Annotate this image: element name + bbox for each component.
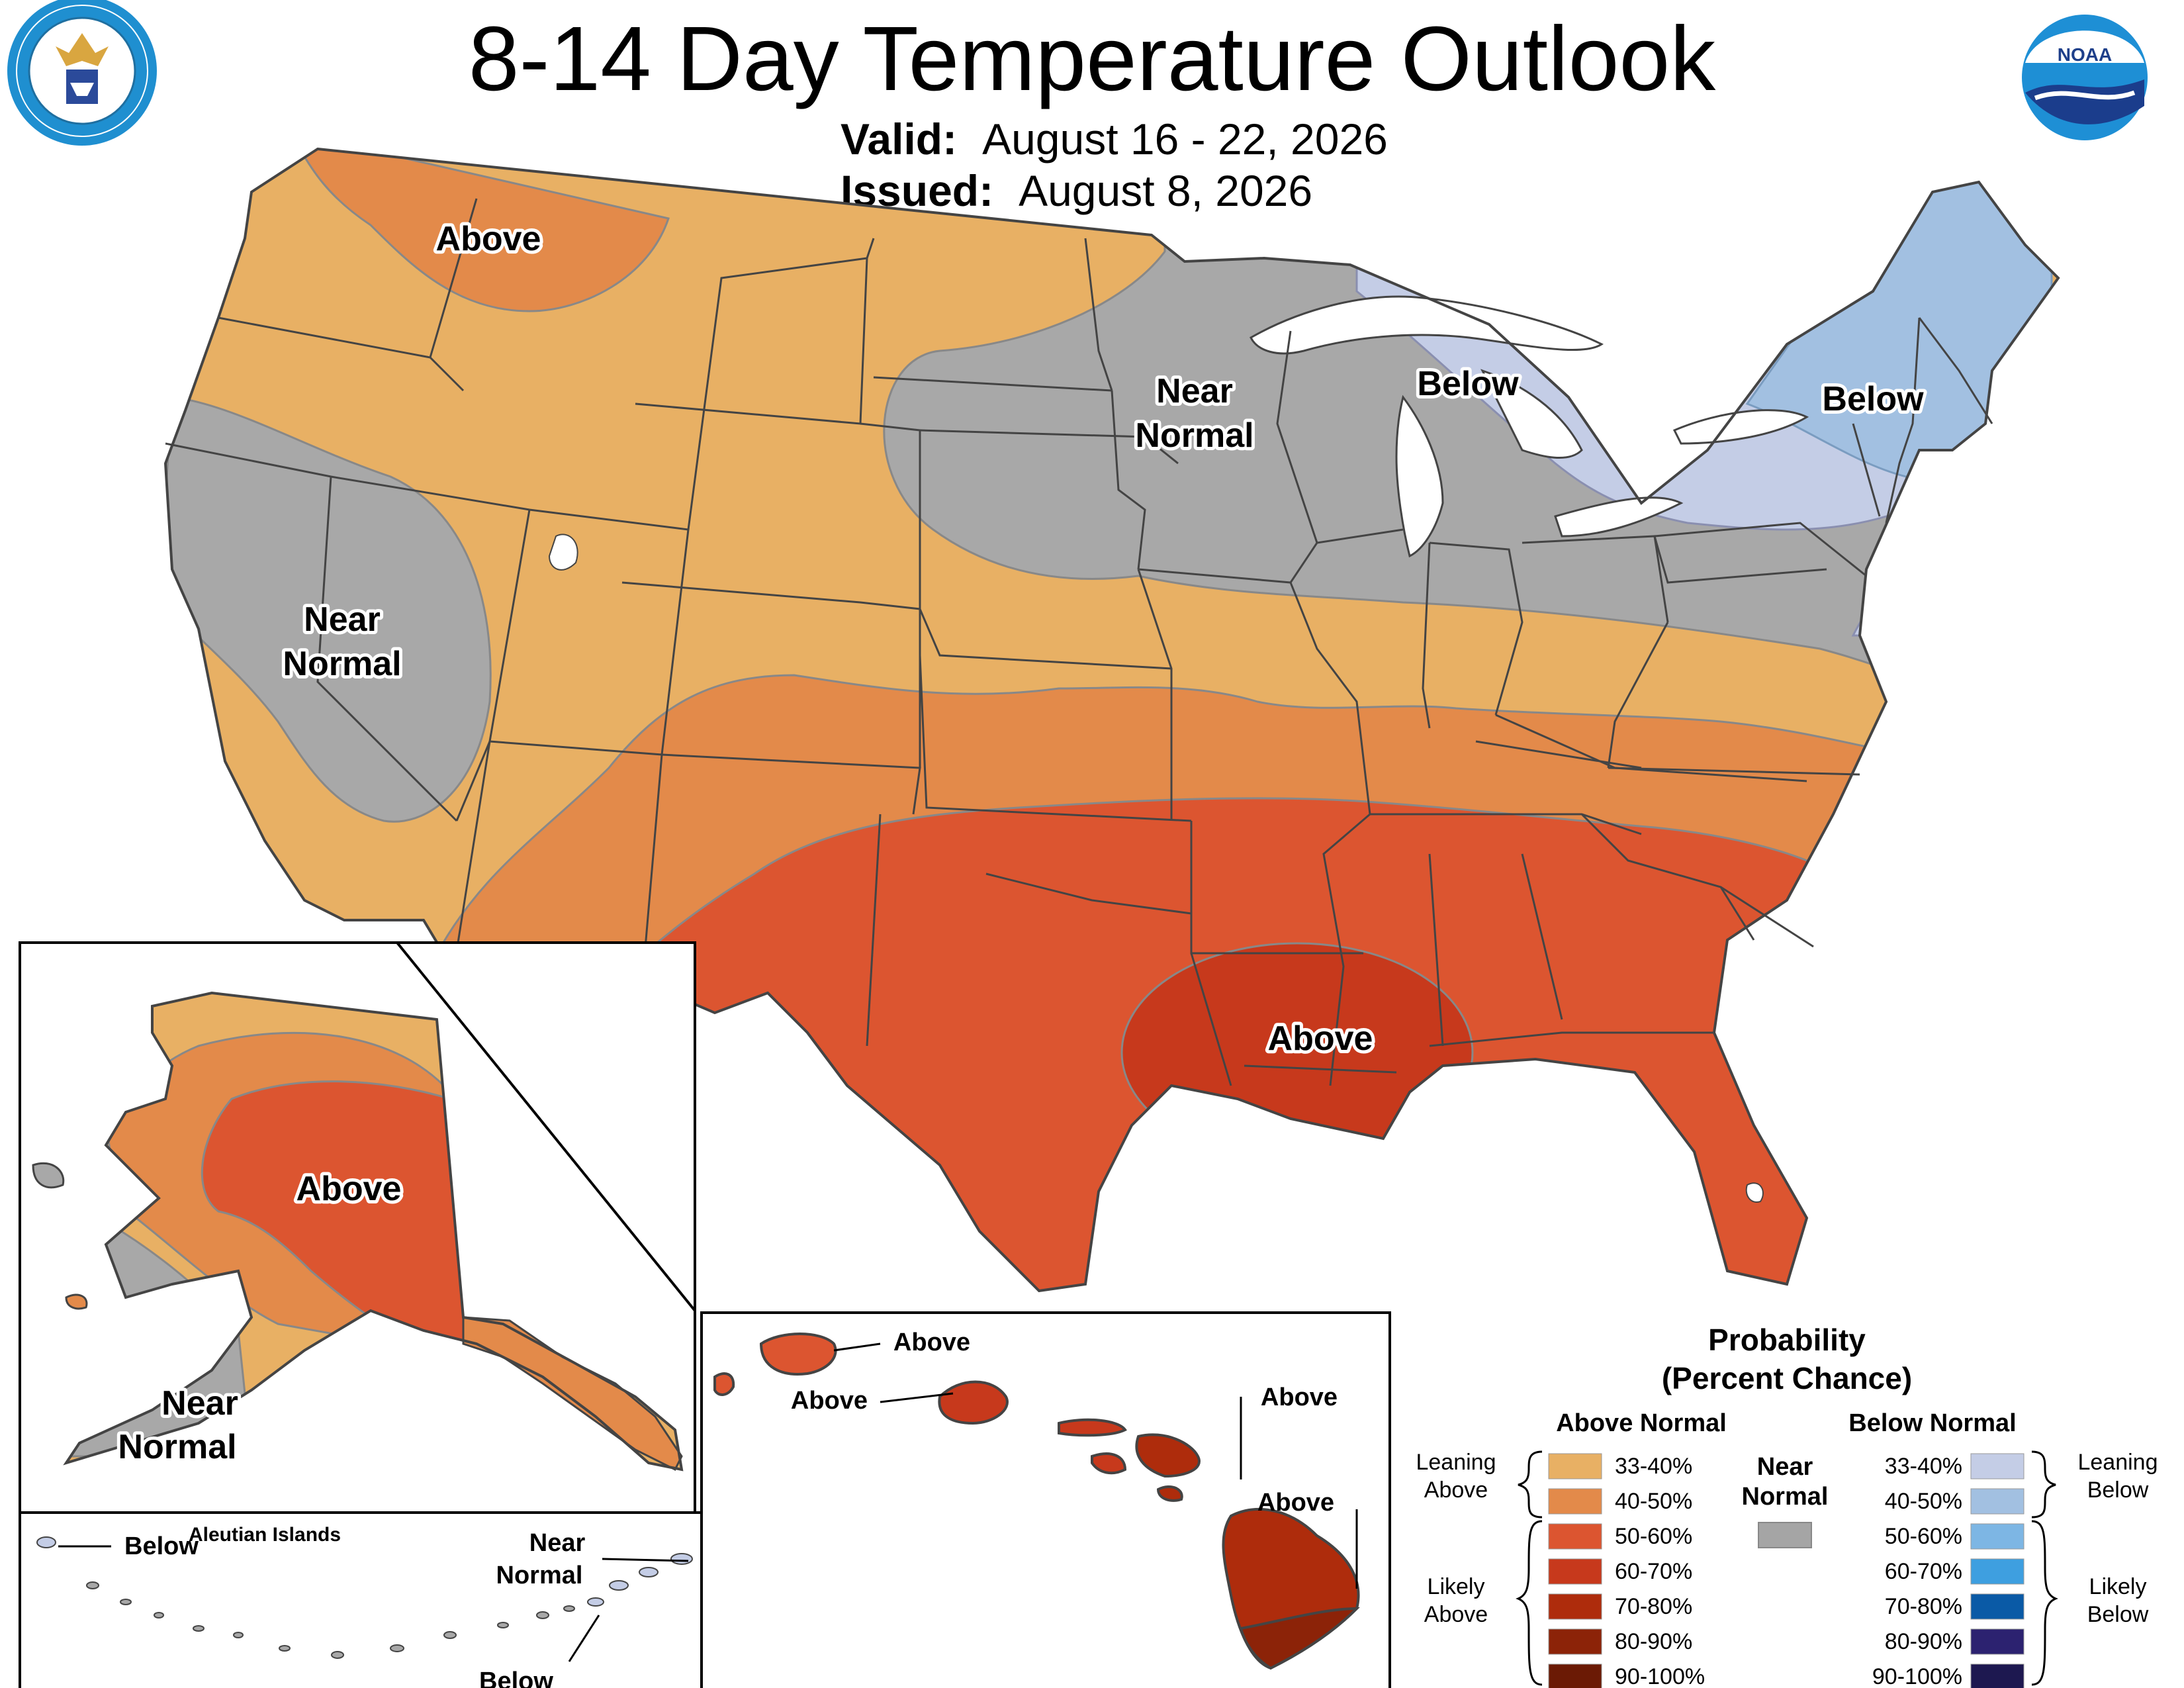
- label-northeast-below: Below: [1822, 380, 1924, 418]
- legend-likely-above-2: Above: [1424, 1602, 1488, 1627]
- legend-title-probability: Probability: [1708, 1323, 1866, 1357]
- legend-above-swatch-2: [1548, 1523, 1602, 1550]
- legend-likely-below-1: Likely: [2089, 1574, 2147, 1599]
- department-of-commerce-seal-icon: [7, 0, 157, 146]
- label-maui-above: Above: [1261, 1383, 1338, 1411]
- label-michigan-below: Below: [1417, 365, 1519, 403]
- label-alaska-near: Near: [161, 1384, 238, 1423]
- legend-below-swatch-2: [1970, 1523, 2025, 1550]
- noaa-logo-icon: NOAA: [2022, 15, 2148, 140]
- legend-above-swatch-0: [1548, 1453, 1602, 1479]
- legend-below-header: Below Normal: [1848, 1409, 2016, 1437]
- label-oahu-above: Above: [791, 1387, 868, 1415]
- label-california-near: Near: [304, 600, 381, 639]
- label-south-above: Above: [1268, 1019, 1373, 1058]
- legend-above-label-0: 33-40%: [1615, 1454, 1692, 1479]
- legend-above-label-5: 80-90%: [1615, 1629, 1692, 1654]
- legend-leaning-below-2: Below: [2087, 1477, 2149, 1503]
- legend-above-header: Above Normal: [1556, 1409, 1727, 1437]
- legend-likely-above-1: Likely: [1428, 1574, 1485, 1599]
- label-midwest-normal: Normal: [1135, 416, 1253, 455]
- legend-above-label-2: 50-60%: [1615, 1524, 1692, 1549]
- legend-above-swatch-4: [1548, 1593, 1602, 1620]
- legend-likely-below-2: Below: [2087, 1602, 2149, 1627]
- label-aleutian-below-west: Below: [124, 1532, 199, 1560]
- legend-normal-label: Normal: [1742, 1483, 1829, 1511]
- legend-near-normal-swatch: [1758, 1522, 1812, 1548]
- legend-near-label: Near: [1757, 1453, 1813, 1481]
- legend-below-swatch-0: [1970, 1453, 2025, 1479]
- label-alaska-normal: Normal: [118, 1428, 236, 1466]
- aleutian-islands-title: Aleutian Islands: [189, 1524, 341, 1546]
- legend-above-label-6: 90-100%: [1615, 1664, 1705, 1688]
- label-kauai-above: Above: [893, 1329, 970, 1356]
- label-aleutian-below-south: Below: [479, 1667, 553, 1688]
- legend-leaning-above-2: Above: [1424, 1477, 1488, 1503]
- page-title: 8-14 Day Temperature Outlook: [468, 8, 1716, 110]
- legend-above-swatch-5: [1548, 1628, 1602, 1655]
- label-aleutian-near: Near: [529, 1529, 586, 1557]
- legend-below-label-1: 40-50%: [1885, 1489, 1962, 1514]
- alaska-inset: [19, 941, 696, 1514]
- legend-title-percent: (Percent Chance): [1662, 1361, 1912, 1395]
- label-alaska-above: Above: [296, 1170, 402, 1208]
- label-aleutian-normal: Normal: [496, 1562, 583, 1589]
- legend-below-label-3: 60-70%: [1885, 1559, 1962, 1584]
- valid-value: August 16 - 22, 2026: [982, 115, 1388, 164]
- label-midwest-near: Near: [1156, 372, 1233, 410]
- legend-below-label-5: 80-90%: [1885, 1629, 1962, 1654]
- legend-leaning-below-1: Leaning: [2077, 1450, 2158, 1475]
- legend-above-swatch-3: [1548, 1558, 1602, 1585]
- legend-below-swatch-4: [1970, 1593, 2025, 1620]
- aleutian-inset: [19, 1511, 703, 1688]
- valid-line: Valid: August 16 - 22, 2026: [841, 114, 1388, 164]
- legend-above-label-3: 60-70%: [1615, 1559, 1692, 1584]
- legend-above-label-4: 70-80%: [1615, 1594, 1692, 1619]
- legend-above-label-1: 40-50%: [1615, 1489, 1692, 1514]
- legend-above-swatch-6: [1548, 1664, 1602, 1688]
- legend-below-swatch-5: [1970, 1628, 2025, 1655]
- noaa-logo-text: NOAA: [2058, 44, 2112, 65]
- label-california-normal: Normal: [283, 645, 401, 683]
- legend-below-label-4: 70-80%: [1885, 1594, 1962, 1619]
- legend-below-label-0: 33-40%: [1885, 1454, 1962, 1479]
- legend-below-swatch-6: [1970, 1664, 2025, 1688]
- legend-below-label-6: 90-100%: [1872, 1664, 1962, 1688]
- label-big-island-above: Above: [1257, 1489, 1334, 1517]
- legend-leaning-above-1: Leaning: [1416, 1450, 1496, 1475]
- legend-below-swatch-1: [1970, 1488, 2025, 1515]
- legend: Probability (Percent Chance) Above Norma…: [1416, 1323, 2158, 1688]
- hawaii-inset: [700, 1311, 1391, 1688]
- legend-above-swatch-1: [1548, 1488, 1602, 1515]
- legend-below-label-2: 50-60%: [1885, 1524, 1962, 1549]
- issued-value: August 8, 2026: [1019, 166, 1313, 215]
- valid-label: Valid:: [841, 115, 958, 164]
- label-northwest-above: Above: [436, 220, 541, 258]
- legend-below-swatch-3: [1970, 1558, 2025, 1585]
